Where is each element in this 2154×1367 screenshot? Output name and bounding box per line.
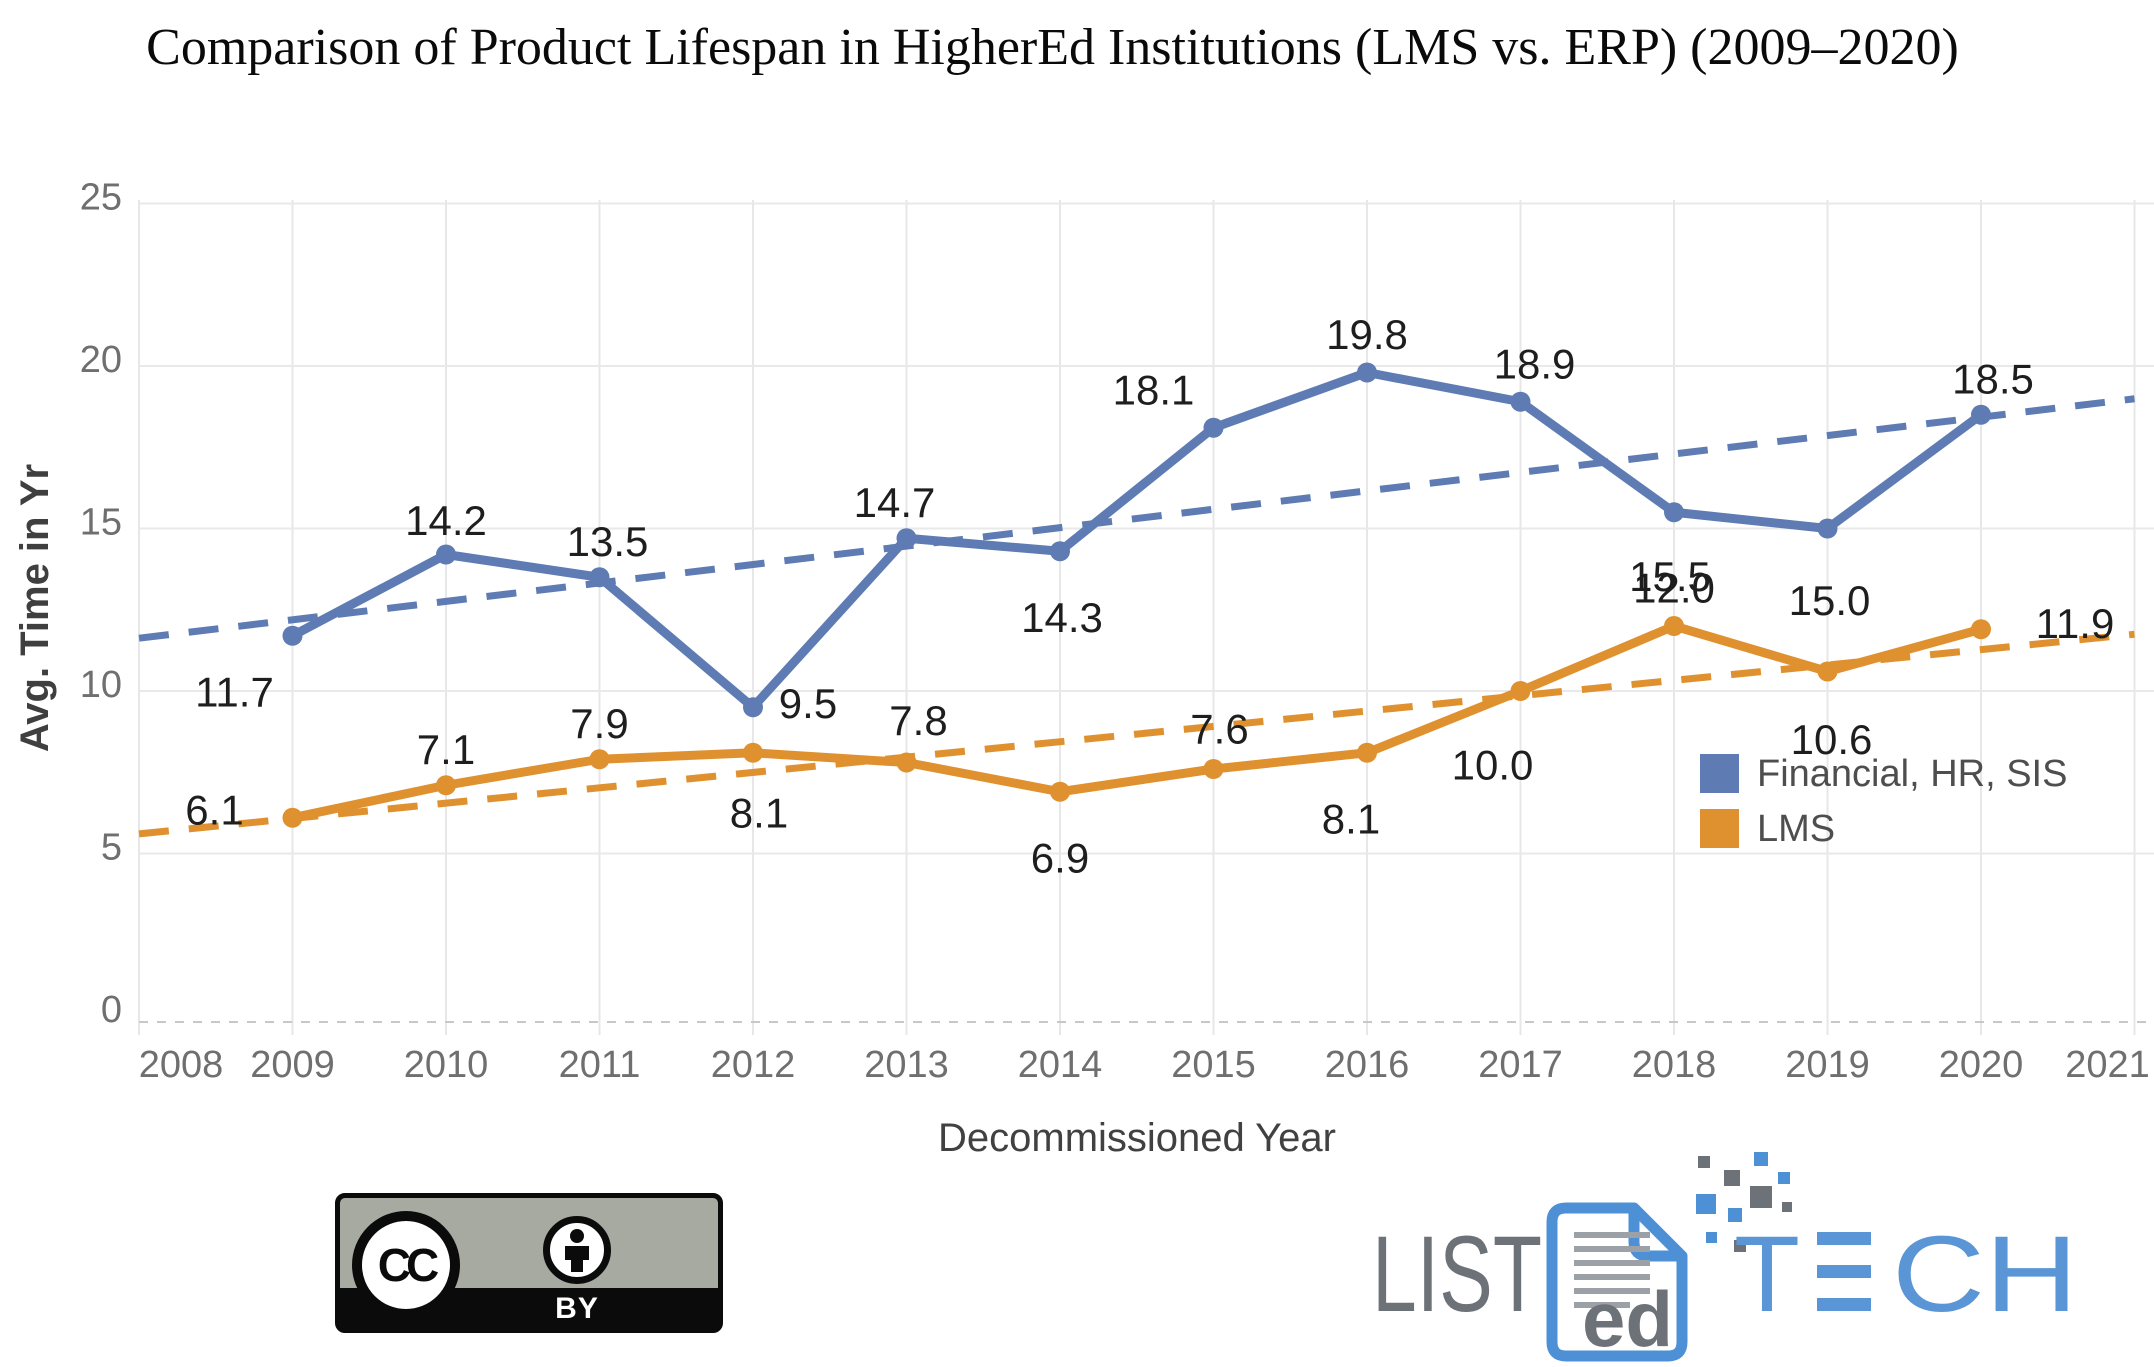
logo-tech-ch: CH — [1892, 1213, 2078, 1334]
chart-title: Comparison of Product Lifespan in Higher… — [146, 19, 1959, 76]
data-label-1-2018: 12.0 — [1633, 565, 1715, 612]
marker-0-2020 — [1971, 404, 1991, 425]
marker-0-2009 — [282, 625, 303, 646]
x-tick-2008: 2008 — [139, 1044, 224, 1086]
x-tick-2013: 2013 — [864, 1044, 949, 1086]
data-label-0-2017: 18.9 — [1494, 340, 1576, 387]
data-label-0-2020: 18.5 — [1952, 355, 2034, 402]
x-tick-2020: 2020 — [1939, 1044, 2024, 1086]
legend-label-0: Financial, HR, SIS — [1757, 753, 2067, 795]
legend-label-1: LMS — [1757, 808, 1835, 850]
marker-1-2011 — [589, 749, 610, 770]
data-label-0-2016: 19.8 — [1326, 311, 1408, 358]
x-tick-2019: 2019 — [1785, 1044, 1870, 1086]
data-label-0-2010: 14.2 — [405, 497, 487, 544]
marker-1-2009 — [282, 807, 303, 828]
data-label-1-2020: 11.9 — [2036, 600, 2115, 647]
marker-1-2014 — [1050, 781, 1070, 802]
data-label-1-2019: 10.6 — [1791, 716, 1873, 763]
marker-1-2020 — [1971, 619, 1991, 640]
x-tick-2009: 2009 — [250, 1044, 335, 1086]
y-axis-title: Avg. Time in Yr — [13, 463, 57, 753]
data-label-0-2019: 15.0 — [1789, 577, 1871, 624]
marker-1-2012 — [743, 742, 763, 763]
trendline-0 — [138, 395, 2135, 642]
data-label-0-2015: 18.1 — [1113, 366, 1195, 413]
x-axis-title: Decommissioned Year — [938, 1116, 1336, 1160]
attribution-person-icon — [543, 1216, 611, 1284]
cc-icon: CC — [352, 1211, 460, 1319]
data-label-0-2013: 14.7 — [854, 479, 936, 526]
y-tick-20: 20 — [80, 339, 122, 381]
marker-1-2018 — [1664, 616, 1684, 636]
x-tick-2012: 2012 — [711, 1044, 796, 1086]
cc-by-label: BY — [555, 1292, 599, 1325]
logo-document-icon: ed — [1546, 1202, 1688, 1363]
data-label-1-2010: 7.1 — [417, 726, 475, 773]
x-tick-2016: 2016 — [1325, 1044, 1410, 1086]
logo-tech-t: T — [1734, 1213, 1800, 1334]
logo-tech-text: T CH — [1734, 1213, 2078, 1334]
marker-0-2013 — [896, 528, 917, 549]
data-label-1-2011: 7.9 — [570, 700, 628, 747]
document-text-lines — [1574, 1232, 1650, 1308]
marker-0-2011 — [589, 567, 610, 588]
marker-1-2017 — [1510, 681, 1531, 701]
series-line-1 — [288, 621, 1986, 823]
x-tick-2014: 2014 — [1018, 1044, 1103, 1086]
legend-swatch-0 — [1700, 754, 1739, 793]
x-tick-2010: 2010 — [404, 1044, 489, 1086]
marker-0-2019 — [1817, 518, 1838, 539]
cc-by-license-badge: CC BY — [335, 1193, 723, 1333]
data-label-1-2012: 8.1 — [730, 789, 788, 836]
legend-swatch-1 — [1700, 809, 1739, 848]
data-label-0-2018: 15.5 — [1629, 553, 1711, 600]
marker-0-2016 — [1357, 362, 1377, 383]
marker-0-2012 — [743, 697, 763, 718]
person-glyph — [565, 1229, 589, 1272]
listedtech-logo: LIST ed — [1372, 1152, 2078, 1363]
data-label-1-2009: 6.1 — [185, 786, 243, 833]
data-label-1-2016: 8.1 — [1322, 795, 1380, 842]
series-line-0 — [288, 368, 1986, 712]
marker-1-2010 — [436, 775, 456, 796]
data-label-1-2017: 10.0 — [1452, 742, 1534, 789]
y-tick-25: 25 — [80, 177, 122, 219]
x-tick-2015: 2015 — [1171, 1044, 1256, 1086]
marker-0-2018 — [1664, 502, 1684, 523]
cc-icon-text: CC — [377, 1239, 439, 1291]
logo-tech-e-bars — [1817, 1232, 1871, 1311]
x-tick-2017: 2017 — [1478, 1044, 1563, 1086]
marker-0-2010 — [436, 544, 456, 565]
data-label-1-2014: 6.9 — [1031, 834, 1089, 881]
y-tick-10: 10 — [80, 664, 122, 706]
marker-1-2016 — [1357, 742, 1377, 763]
logo-pixel-squares — [1696, 1152, 1792, 1252]
marker-0-2017 — [1510, 391, 1531, 412]
y-tick-15: 15 — [80, 502, 122, 544]
y-tick-5: 5 — [101, 827, 122, 869]
x-tick-2011: 2011 — [559, 1044, 641, 1086]
data-label-0-2014: 14.3 — [1021, 594, 1103, 641]
marker-1-2013 — [896, 752, 917, 773]
data-label-0-2012: 9.5 — [779, 680, 837, 727]
marker-0-2015 — [1203, 417, 1224, 438]
marker-1-2019 — [1817, 661, 1838, 682]
data-label-1-2013: 7.8 — [889, 697, 947, 744]
marker-1-2015 — [1203, 759, 1224, 779]
data-label-1-2015: 7.6 — [1190, 706, 1248, 753]
marker-0-2014 — [1050, 541, 1070, 562]
data-label-0-2011: 13.5 — [567, 518, 649, 565]
x-tick-2021: 2021 — [2065, 1044, 2150, 1086]
data-label-0-2009: 11.7 — [195, 668, 274, 715]
x-tick-2018: 2018 — [1632, 1044, 1717, 1086]
logo-list-text: LIST — [1372, 1213, 1542, 1334]
y-tick-0: 0 — [101, 989, 122, 1031]
logo-ed-text: ed — [1582, 1275, 1673, 1363]
